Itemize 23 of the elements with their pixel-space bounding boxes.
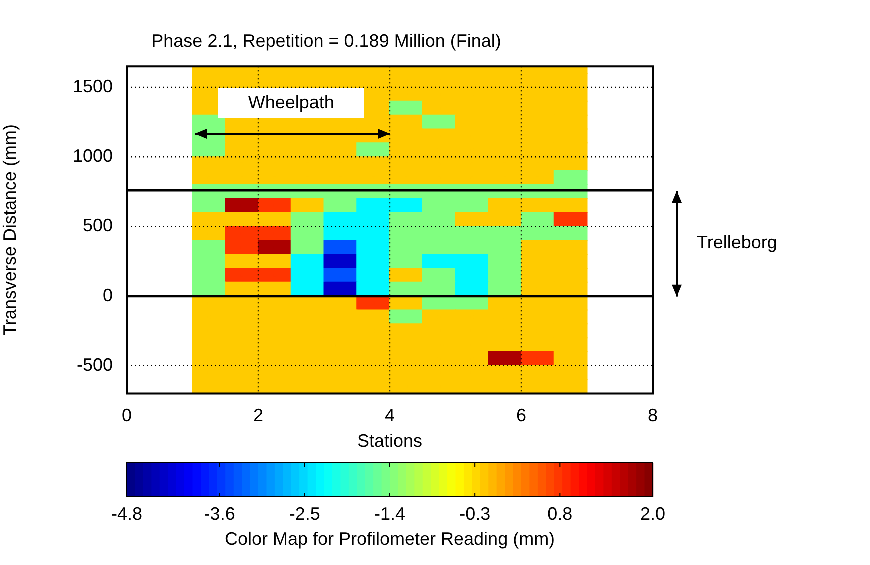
x-tick-label: 8 [648,406,658,426]
color-bar-label: 0.8 [548,504,573,524]
color-bar-title: Color Map for Profilometer Reading (mm) [224,528,556,549]
y-tick-label: 1000 [72,146,113,166]
text: Trelleborg [697,232,778,252]
annotation: Wheelpath [248,92,334,114]
color-bar-label: -1.4 [374,504,406,524]
color-bar-label: -3.6 [204,504,236,524]
y-tick-label: 1500 [72,76,113,96]
x-axis-title: Stations [357,431,423,452]
y-axis-title: Transverse Distance (mm) [0,124,20,336]
x-tick-label: 4 [384,406,396,426]
color-bar-label: -4.8 [111,504,143,524]
x-tick-label: 6 [516,406,527,426]
y-tick-label: 0 [102,285,113,306]
x-tick-label: 0 [122,406,132,426]
color-bar-label: -2.5 [289,504,320,524]
color-bar-label: 2.0 [640,504,666,524]
y-tick-label: 500 [82,216,113,236]
color-bar-label: -0.3 [460,504,491,524]
chart-title: Phase 2.1, Repetition = 0.189 Million (Final) [152,30,502,51]
x-tick-label: 2 [253,406,264,426]
y-tick-label: -500 [76,354,113,375]
